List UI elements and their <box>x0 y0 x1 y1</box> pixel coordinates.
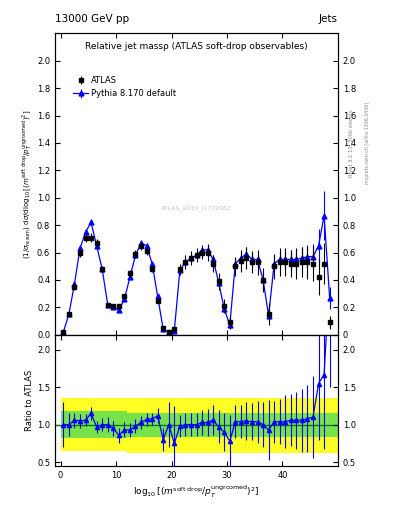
Text: ATLAS_2019_I1772062: ATLAS_2019_I1772062 <box>161 205 232 211</box>
Y-axis label: $(1/\sigma_{\rm resum})\ {\rm d}\sigma/{\rm d}\log_{10}[(m^{\rm soft\ drop}/p_T^: $(1/\sigma_{\rm resum})\ {\rm d}\sigma/{… <box>20 110 34 259</box>
Legend: ATLAS, Pythia 8.170 default: ATLAS, Pythia 8.170 default <box>70 74 179 101</box>
Text: Jets: Jets <box>319 14 338 24</box>
Text: Rivet 3.1.10, 300k events: Rivet 3.1.10, 300k events <box>349 110 354 177</box>
Text: Relative jet massρ (ATLAS soft-drop observables): Relative jet massρ (ATLAS soft-drop obse… <box>85 42 308 51</box>
X-axis label: $\log_{10}[(m^{\rm soft\ drop}/p_T^{\rm ungroomed})^2]$: $\log_{10}[(m^{\rm soft\ drop}/p_T^{\rm … <box>133 484 260 500</box>
Text: mcplots.cern.ch [arXiv:1306.3436]: mcplots.cern.ch [arXiv:1306.3436] <box>365 102 370 184</box>
Text: 13000 GeV pp: 13000 GeV pp <box>55 14 129 24</box>
Y-axis label: Ratio to ATLAS: Ratio to ATLAS <box>25 370 34 431</box>
